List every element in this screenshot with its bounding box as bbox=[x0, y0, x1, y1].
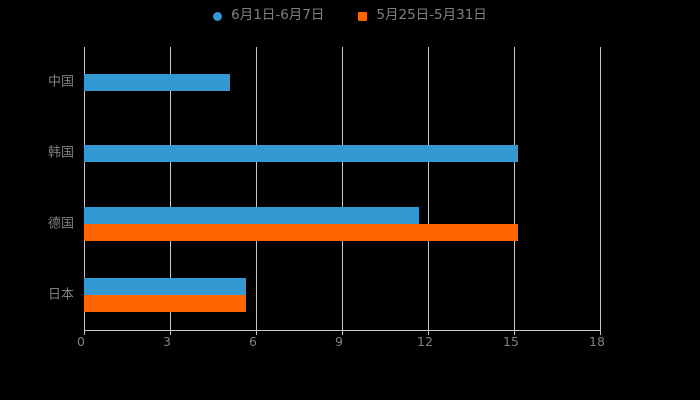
x-tick-label: 12 bbox=[417, 334, 433, 349]
plot-area bbox=[84, 47, 601, 330]
x-tick-mark bbox=[170, 330, 171, 335]
x-tick-mark bbox=[256, 330, 257, 335]
legend-label: 6月1日-6月7日 bbox=[231, 7, 325, 24]
x-tick-label: 3 bbox=[163, 334, 171, 349]
category-label: 德国 bbox=[47, 216, 74, 232]
x-tick-label: 9 bbox=[335, 334, 343, 349]
legend-label: 5月25日-5月31日 bbox=[376, 7, 487, 24]
category-axis: 中国 韩国 德国 日本 bbox=[0, 47, 74, 330]
x-tick-label: 15 bbox=[503, 334, 519, 349]
x-tick-mark bbox=[342, 330, 343, 335]
gridline bbox=[514, 47, 515, 330]
gridline bbox=[428, 47, 429, 330]
bar[interactable] bbox=[84, 224, 518, 241]
x-tick-label: 18 bbox=[589, 334, 605, 349]
gridline bbox=[170, 47, 171, 330]
bar[interactable] bbox=[84, 74, 230, 91]
bar[interactable] bbox=[84, 295, 246, 312]
category-label: 韩国 bbox=[47, 145, 74, 161]
legend-swatch-icon bbox=[213, 11, 223, 21]
x-tick-label: 6 bbox=[249, 334, 257, 349]
gridline bbox=[600, 47, 601, 330]
bar[interactable] bbox=[84, 207, 419, 224]
gridline bbox=[84, 47, 85, 330]
bar[interactable] bbox=[84, 278, 246, 295]
chart-legend: 6月1日-6月7日 5月25日-5月31日 bbox=[0, 0, 700, 32]
x-tick-mark bbox=[84, 330, 85, 335]
legend-item-series-1[interactable]: 6月1日-6月7日 bbox=[213, 9, 324, 23]
legend-swatch-icon bbox=[358, 11, 368, 21]
gridline bbox=[256, 47, 257, 330]
x-tick-mark bbox=[600, 330, 601, 335]
bar[interactable] bbox=[84, 145, 518, 162]
gridline bbox=[342, 47, 343, 330]
category-label: 日本 bbox=[47, 287, 74, 303]
legend-item-series-2[interactable]: 5月25日-5月31日 bbox=[358, 7, 487, 24]
x-tick-mark bbox=[514, 330, 515, 335]
x-tick-mark bbox=[428, 330, 429, 335]
category-label: 中国 bbox=[47, 74, 74, 90]
x-tick-label: 0 bbox=[77, 334, 85, 349]
